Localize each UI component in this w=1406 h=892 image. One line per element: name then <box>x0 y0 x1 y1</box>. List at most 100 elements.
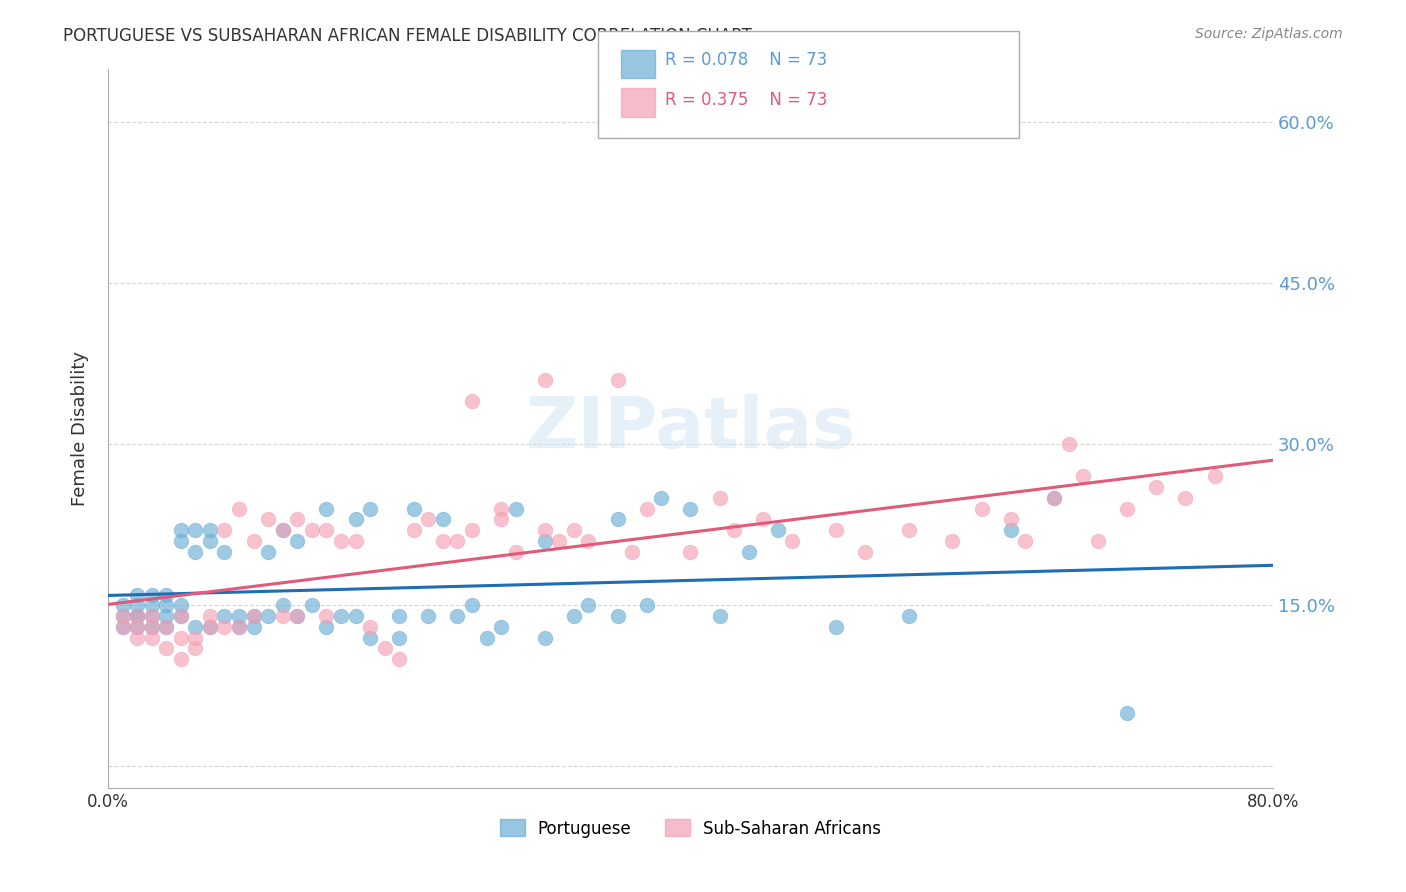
Point <box>1043 491 1066 505</box>
Point <box>1174 491 1197 505</box>
Point <box>1204 469 1226 483</box>
Point <box>723 523 745 537</box>
Point <box>432 512 454 526</box>
Point <box>344 512 367 526</box>
Point <box>184 620 207 634</box>
Point <box>184 631 207 645</box>
Point <box>111 620 134 634</box>
Point <box>1116 706 1139 720</box>
Point <box>127 588 149 602</box>
Point <box>606 609 628 624</box>
Point <box>489 620 512 634</box>
Point <box>155 599 177 613</box>
Point <box>388 652 411 666</box>
Point <box>970 501 993 516</box>
Point <box>155 609 177 624</box>
Point <box>505 501 527 516</box>
Point <box>111 609 134 624</box>
Point <box>228 620 250 634</box>
Point <box>388 631 411 645</box>
Point <box>388 609 411 624</box>
Point <box>155 620 177 634</box>
Point <box>1057 437 1080 451</box>
Point <box>285 609 308 624</box>
Point <box>170 533 193 548</box>
Point <box>214 609 236 624</box>
Point <box>170 652 193 666</box>
Point <box>533 373 555 387</box>
Point <box>825 620 848 634</box>
Point <box>359 631 381 645</box>
Point <box>475 631 498 645</box>
Point <box>155 620 177 634</box>
Point <box>242 609 264 624</box>
Point <box>562 609 585 624</box>
Point <box>228 620 250 634</box>
Point <box>170 523 193 537</box>
Point <box>228 501 250 516</box>
Text: R = 0.078    N = 73: R = 0.078 N = 73 <box>665 51 827 69</box>
Point <box>548 533 571 548</box>
Point <box>374 641 396 656</box>
Point <box>636 501 658 516</box>
Point <box>301 599 323 613</box>
Point <box>257 544 280 558</box>
Point <box>1014 533 1036 548</box>
Point <box>198 609 221 624</box>
Text: R = 0.375    N = 73: R = 0.375 N = 73 <box>665 91 827 109</box>
Point <box>127 609 149 624</box>
Text: ZIPatlas: ZIPatlas <box>526 393 855 463</box>
Point <box>432 533 454 548</box>
Point <box>170 609 193 624</box>
Point <box>418 609 440 624</box>
Point <box>155 641 177 656</box>
Point <box>111 599 134 613</box>
Point <box>897 609 920 624</box>
Point <box>418 512 440 526</box>
Point <box>606 373 628 387</box>
Point <box>489 501 512 516</box>
Point <box>111 609 134 624</box>
Point <box>127 620 149 634</box>
Point <box>533 523 555 537</box>
Point <box>489 512 512 526</box>
Point <box>359 501 381 516</box>
Point <box>825 523 848 537</box>
Point <box>402 523 425 537</box>
Point <box>198 620 221 634</box>
Point <box>214 544 236 558</box>
Point <box>1000 523 1022 537</box>
Point <box>285 512 308 526</box>
Point <box>853 544 876 558</box>
Point <box>752 512 775 526</box>
Point <box>271 523 294 537</box>
Point <box>1000 512 1022 526</box>
Point <box>127 609 149 624</box>
Point <box>315 501 337 516</box>
Point <box>170 599 193 613</box>
Point <box>766 523 789 537</box>
Point <box>257 512 280 526</box>
Point <box>271 609 294 624</box>
Point <box>578 599 600 613</box>
Point <box>461 599 484 613</box>
Point <box>315 523 337 537</box>
Point <box>606 512 628 526</box>
Point <box>170 609 193 624</box>
Point <box>127 599 149 613</box>
Point <box>242 620 264 634</box>
Text: Source: ZipAtlas.com: Source: ZipAtlas.com <box>1195 27 1343 41</box>
Point <box>329 533 352 548</box>
Point <box>679 501 702 516</box>
Point <box>184 544 207 558</box>
Point <box>257 609 280 624</box>
Point <box>402 501 425 516</box>
Point <box>782 533 804 548</box>
Point <box>650 491 672 505</box>
Point <box>941 533 963 548</box>
Point <box>533 533 555 548</box>
Point <box>621 544 644 558</box>
Point <box>111 620 134 634</box>
Point <box>285 609 308 624</box>
Point <box>709 609 731 624</box>
